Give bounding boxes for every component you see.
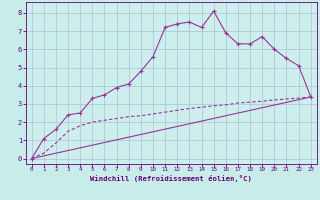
X-axis label: Windchill (Refroidissement éolien,°C): Windchill (Refroidissement éolien,°C): [90, 175, 252, 182]
